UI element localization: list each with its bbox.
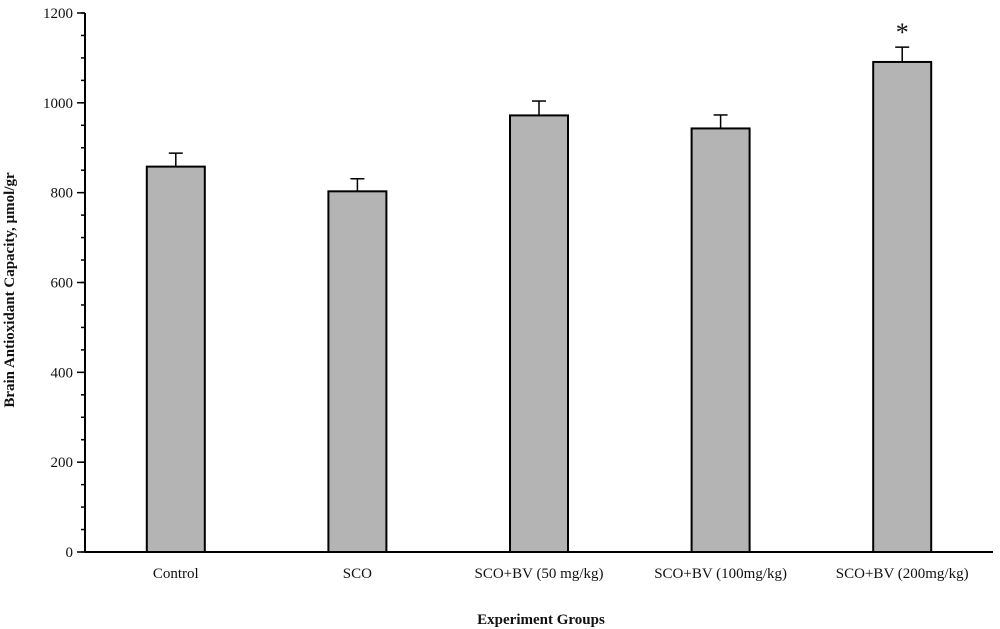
bar xyxy=(327,190,388,554)
y-axis: 0 200 400 600 800 1000 1200 xyxy=(43,6,86,561)
y-tick-label: 800 xyxy=(51,186,74,202)
y-tick-label: 200 xyxy=(51,455,74,471)
x-axis-title: Experiment Groups xyxy=(477,612,605,628)
bar xyxy=(145,165,206,554)
bar xyxy=(872,60,933,553)
y-tick-label: 1000 xyxy=(43,96,73,112)
x-tick-label: Control xyxy=(153,566,199,582)
x-tick-label: SCO+BV (200mg/kg) xyxy=(836,566,969,582)
y-tick-label: 0 xyxy=(66,545,74,561)
labels: Control SCO SCO+BV (50 mg/kg) SCO+BV (100mg… xyxy=(153,18,969,582)
y-axis-title: Brain Antioxidant Capacity, µmol/gr xyxy=(2,172,18,408)
bar xyxy=(509,114,569,553)
x-tick-label: SCO xyxy=(343,566,372,582)
y-tick-label: 400 xyxy=(51,365,74,381)
bar xyxy=(690,127,751,554)
x-tick-label: SCO+BV (50 mg/kg) xyxy=(474,566,603,582)
x-tick-label: SCO+BV (100mg/kg) xyxy=(654,566,787,582)
significance-marker: * xyxy=(896,18,909,47)
y-tick-label: 600 xyxy=(51,276,74,292)
y-tick-label: 1200 xyxy=(43,6,73,22)
bars xyxy=(145,46,933,554)
